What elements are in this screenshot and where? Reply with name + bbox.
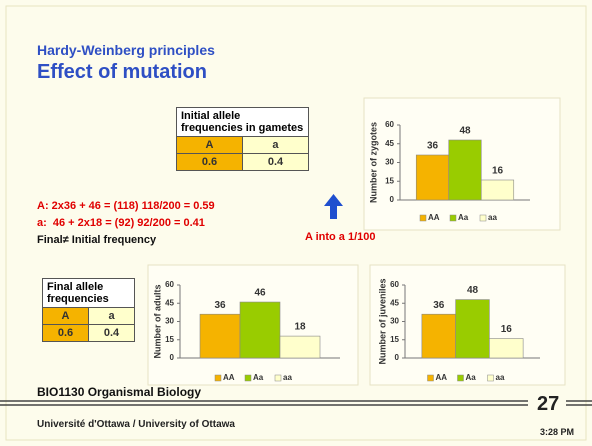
table-cell: 0.6 [176, 153, 243, 171]
legend-swatch [274, 374, 282, 382]
y-tick-label: 30 [390, 317, 399, 326]
legend-swatch [214, 374, 222, 382]
legend-label: Aa [253, 373, 264, 382]
legend-label: aa [496, 373, 505, 382]
legend-label: AA [223, 373, 235, 382]
y-tick-label: 45 [390, 298, 399, 307]
value-label: 16 [492, 166, 504, 177]
university: Université d'Ottawa / University of Otta… [37, 419, 235, 430]
legend-label: aa [488, 213, 497, 222]
calculation: A: 2x36 + 46 = (118) 118/200 = 0.59 [37, 200, 215, 212]
time: 3:28 PM [540, 427, 575, 437]
y-axis-label: Number of adults [152, 284, 162, 358]
y-tick-label: 60 [165, 280, 174, 289]
calculation: Final≠ Initial frequency [37, 234, 157, 246]
y-tick-label: 60 [385, 120, 394, 129]
value-label: 36 [214, 300, 226, 311]
course: BIO1130 Organismal Biology [37, 385, 202, 399]
legend-swatch [457, 374, 464, 382]
bar [480, 179, 515, 201]
table-cell: A [176, 136, 243, 154]
value-label: 16 [501, 324, 513, 335]
y-tick-label: 45 [385, 139, 394, 148]
slide-border [5, 5, 587, 441]
y-tick-label: 15 [385, 176, 394, 185]
table-title: Final allele frequencies [42, 278, 135, 308]
bar [199, 313, 241, 359]
bar [455, 299, 490, 359]
legend-label: Aa [466, 373, 477, 382]
legend-swatch [479, 214, 487, 222]
legend-swatch [244, 374, 252, 382]
value-label: 48 [467, 285, 479, 296]
bar [279, 335, 321, 359]
table-cell: 0.4 [88, 324, 135, 342]
table-cell: a [241, 136, 310, 154]
bar [421, 313, 456, 359]
calculation: a: 46 + 2x18 = (92) 92/200 = 0.41 [37, 217, 205, 229]
table-cell: 0.4 [241, 153, 310, 171]
value-label: 48 [459, 126, 471, 137]
legend-label: Aa [458, 213, 469, 222]
table-title: Initial allele frequencies in gametes [176, 107, 309, 137]
bar [415, 154, 450, 201]
value-label: 36 [433, 300, 445, 311]
y-tick-label: 30 [385, 158, 394, 167]
table-cell: 0.6 [42, 324, 89, 342]
y-tick-label: 15 [390, 335, 399, 344]
bar [448, 139, 482, 201]
legend-swatch [487, 374, 494, 382]
page-number: 27 [537, 393, 560, 415]
y-axis-label: Number of zygotes [368, 122, 378, 203]
y-tick-label: 0 [170, 353, 175, 362]
legend-label: AA [428, 213, 440, 222]
table-cell: A [42, 307, 89, 325]
table-cell: a [88, 307, 135, 325]
title: Hardy-Weinberg principles [37, 42, 215, 58]
annotation: A into a 1/100 [305, 231, 376, 243]
bar [489, 338, 524, 359]
legend-swatch [449, 214, 457, 222]
bar [239, 301, 281, 359]
y-tick-label: 0 [390, 195, 395, 204]
y-tick-label: 45 [165, 298, 174, 307]
y-tick-label: 60 [390, 280, 399, 289]
legend-label: aa [283, 373, 292, 382]
value-label: 46 [254, 288, 266, 299]
legend-swatch [419, 214, 427, 222]
value-label: 36 [427, 141, 439, 152]
legend-label: AA [436, 373, 448, 382]
y-tick-label: 15 [165, 335, 174, 344]
y-tick-label: 30 [165, 317, 174, 326]
value-label: 18 [294, 322, 306, 333]
legend-swatch [427, 374, 434, 382]
y-tick-label: 0 [395, 353, 400, 362]
subtitle: Effect of mutation [37, 61, 207, 83]
y-axis-label: Number of juveniles [377, 278, 387, 364]
arrow [324, 194, 343, 219]
